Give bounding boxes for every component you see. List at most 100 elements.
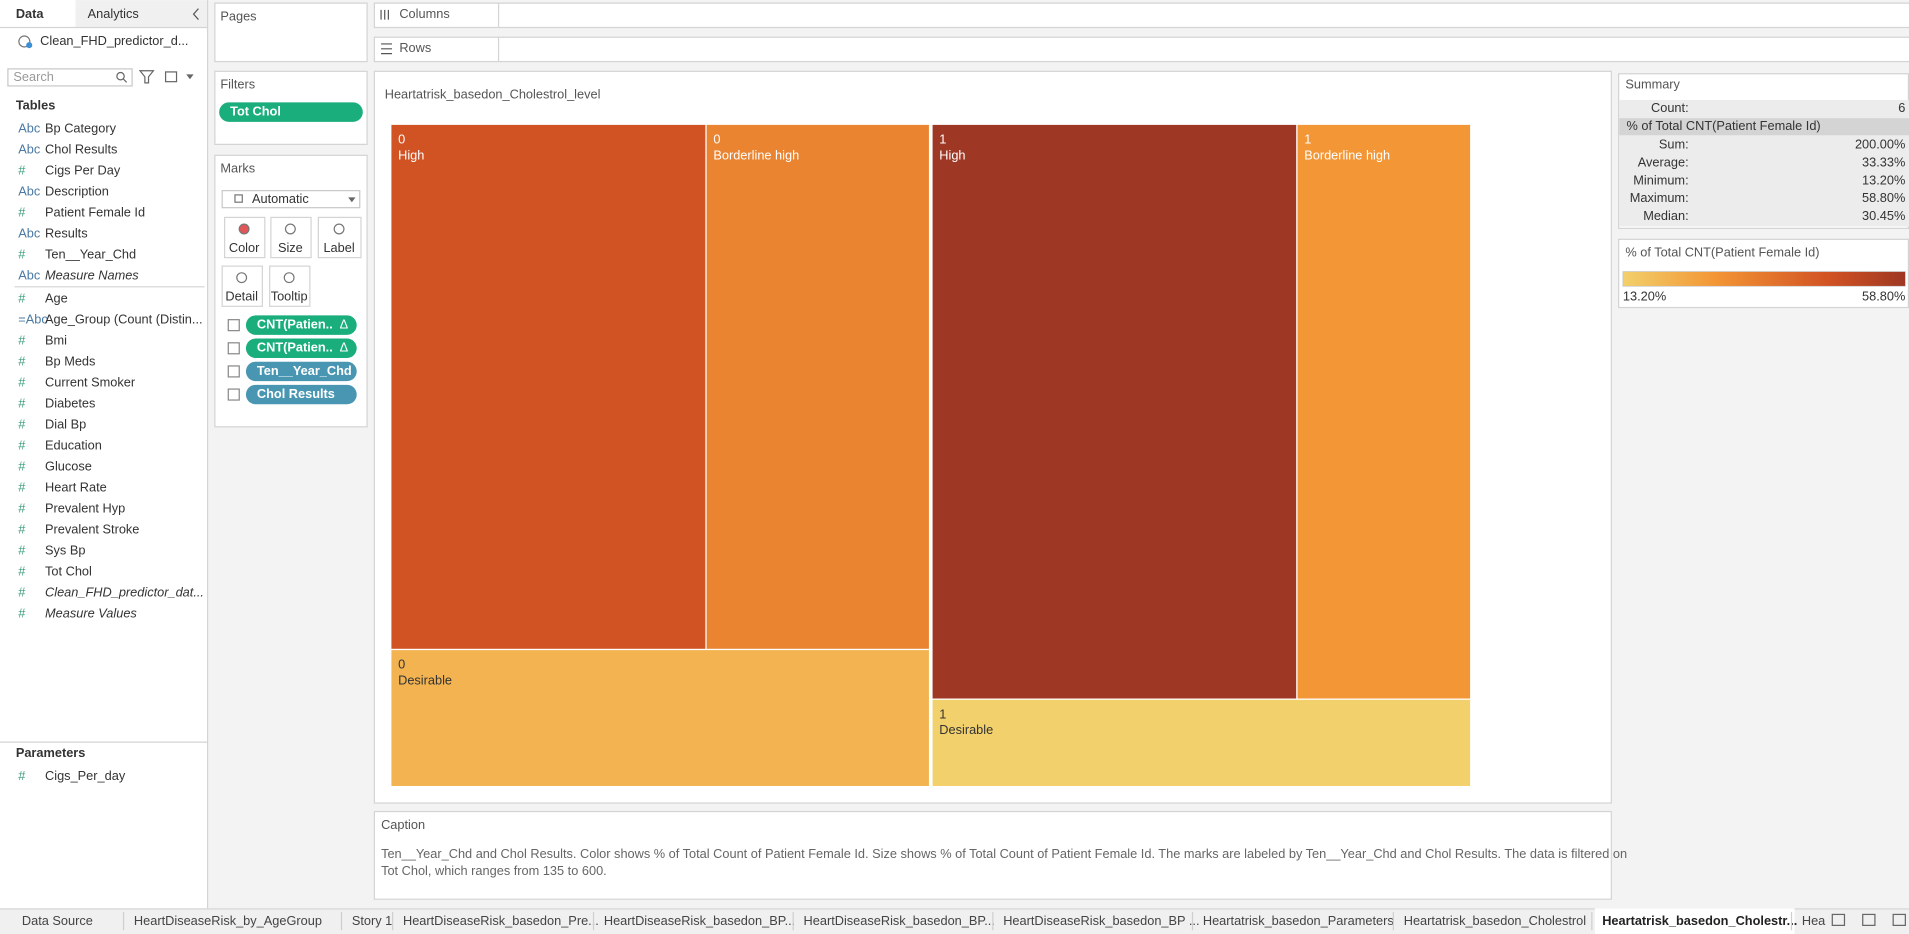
mark-pill-suffix: Δ bbox=[340, 340, 349, 355]
active-tab-bg bbox=[1594, 908, 1795, 934]
mark-button-icon bbox=[238, 223, 250, 235]
mark-type[interactable]: Automatic bbox=[252, 191, 309, 206]
field-name[interactable]: Cigs Per Day bbox=[45, 163, 121, 178]
view-icon[interactable] bbox=[164, 71, 178, 83]
field-name[interactable]: Current Smoker bbox=[45, 375, 136, 390]
filter-icon[interactable] bbox=[138, 70, 155, 84]
field-name[interactable]: Tot Chol bbox=[45, 564, 92, 579]
cell-label: Desirable bbox=[939, 722, 993, 737]
field-name[interactable]: Sys Bp bbox=[45, 543, 85, 558]
field-name[interactable]: Patient Female Id bbox=[45, 205, 145, 220]
field-name[interactable]: Chol Results bbox=[45, 142, 117, 157]
pill-encoding-icon bbox=[227, 319, 240, 332]
field-name[interactable]: Cigs_Per_day bbox=[45, 768, 126, 783]
sheet-tab[interactable]: Story 1 bbox=[352, 913, 392, 928]
mark-pill-label[interactable]: Chol Results bbox=[257, 386, 335, 401]
mark-pill-label[interactable]: CNT(Patien.. bbox=[257, 317, 333, 332]
field-name[interactable]: Education bbox=[45, 438, 102, 453]
field-name[interactable]: Prevalent Hyp bbox=[45, 501, 125, 516]
field-name[interactable]: Results bbox=[45, 226, 88, 241]
new-story-icon[interactable] bbox=[1892, 913, 1906, 926]
sheet-tab[interactable]: Data Source bbox=[22, 913, 93, 928]
field-name[interactable]: Bp Meds bbox=[45, 354, 95, 369]
field-name[interactable]: Diabetes bbox=[45, 396, 95, 411]
mark-pill[interactable] bbox=[245, 315, 357, 335]
filters-heading: Filters bbox=[220, 77, 255, 92]
search-box[interactable] bbox=[7, 68, 133, 87]
data-tab-bg bbox=[0, 0, 76, 27]
mark-type-arrow[interactable] bbox=[348, 197, 356, 203]
search-icon-handle bbox=[122, 78, 128, 83]
mark-button-label[interactable]: Label bbox=[323, 240, 354, 255]
field-name[interactable]: Description bbox=[45, 184, 109, 199]
field-type-icon: # bbox=[18, 205, 26, 220]
data-tab[interactable]: Data bbox=[16, 6, 45, 21]
treemap-cell[interactable] bbox=[931, 123, 1298, 700]
field-name[interactable]: Clean_FHD_predictor_dat... bbox=[45, 585, 204, 600]
field-name[interactable]: Prevalent Stroke bbox=[45, 522, 139, 537]
caption-line: Ten__Year_Chd and Chol Results. Color sh… bbox=[381, 846, 1627, 861]
datasource-name[interactable]: Clean_FHD_predictor_d... bbox=[40, 33, 188, 48]
treemap-cell[interactable] bbox=[390, 648, 931, 788]
mark-pill-label[interactable]: Ten__Year_Chd bbox=[257, 363, 352, 378]
mark-pill[interactable] bbox=[245, 338, 357, 359]
sheet-tab[interactable]: Hea bbox=[1802, 913, 1826, 928]
mark-button-label[interactable]: Detail bbox=[225, 289, 258, 304]
analytics-tab-bg bbox=[75, 0, 207, 27]
sheet-tab[interactable]: HeartDiseaseRisk_basedon_Pre... bbox=[403, 913, 599, 928]
summary-value: 30.45% bbox=[1862, 208, 1905, 223]
new-sheet-icon[interactable] bbox=[1831, 913, 1846, 926]
filter-pill[interactable] bbox=[219, 102, 363, 122]
field-type-icon: # bbox=[18, 768, 26, 783]
field-name[interactable]: Dial Bp bbox=[45, 417, 86, 432]
color-legend: 13.20% 58.80% bbox=[1622, 271, 1906, 304]
field-type-icon: # bbox=[18, 522, 26, 537]
field-type-icon: # bbox=[18, 163, 26, 178]
summary-label: Maximum: bbox=[1630, 190, 1689, 205]
treemap-cell[interactable] bbox=[705, 123, 931, 651]
field-name[interactable]: Heart Rate bbox=[45, 480, 107, 495]
sheet-tab[interactable]: Heartatrisk_basedon_Cholestrol bbox=[1404, 913, 1586, 928]
treemap-cell[interactable] bbox=[931, 698, 1472, 788]
summary-label: Sum: bbox=[1659, 136, 1689, 151]
field-name[interactable]: Bp Category bbox=[45, 121, 117, 136]
field-name[interactable]: Bmi bbox=[45, 333, 67, 348]
mark-button-label[interactable]: Color bbox=[229, 240, 260, 255]
view-dropdown[interactable] bbox=[186, 74, 194, 80]
mark-pill[interactable] bbox=[245, 361, 357, 382]
field-name[interactable]: Measure Names bbox=[45, 268, 139, 283]
mark-pill[interactable] bbox=[245, 384, 357, 405]
collapse-icon[interactable] bbox=[192, 8, 199, 20]
sheet-tab[interactable]: Heartatrisk_basedon_Parameters bbox=[1203, 913, 1394, 928]
sheet-tab[interactable]: HeartDiseaseRisk_basedon_BP... bbox=[604, 913, 795, 928]
sheet-tab[interactable]: HeartDiseaseRisk_by_AgeGroup bbox=[134, 913, 322, 928]
field-type-icon: Abc bbox=[18, 121, 41, 136]
mark-button-label[interactable]: Size bbox=[278, 240, 303, 255]
treemap-cell[interactable] bbox=[1296, 123, 1472, 700]
field-type-icon: Abc bbox=[18, 142, 41, 157]
cell-group-label: 0 bbox=[398, 657, 405, 672]
new-dashboard-icon[interactable] bbox=[1862, 913, 1876, 926]
sheet-tab[interactable]: HeartDiseaseRisk_basedon_BP... bbox=[804, 913, 995, 928]
field-name[interactable]: Glucose bbox=[45, 459, 92, 474]
pill-encoding-icon bbox=[227, 365, 240, 378]
field-name[interactable]: Age bbox=[45, 291, 68, 306]
mark-type-dropdown[interactable] bbox=[221, 190, 361, 209]
treemap-cell[interactable] bbox=[390, 123, 707, 651]
mark-type-icon bbox=[234, 194, 243, 203]
mark-button-icon bbox=[284, 223, 296, 235]
field-name[interactable]: Ten__Year_Chd bbox=[45, 247, 136, 262]
filter-pill-label[interactable]: Tot Chol bbox=[230, 103, 281, 118]
rows-icon bbox=[381, 43, 393, 55]
analytics-tab[interactable]: Analytics bbox=[88, 6, 139, 21]
sheet-tab[interactable]: HeartDiseaseRisk_basedon_BP ... bbox=[1003, 913, 1199, 928]
field-name[interactable]: Measure Values bbox=[45, 606, 137, 621]
field-name[interactable]: Age_Group (Count (Distin... bbox=[45, 312, 203, 327]
cell-group-label: 0 bbox=[713, 131, 720, 146]
mark-button-label[interactable]: Tooltip bbox=[271, 289, 308, 304]
sheet-tab[interactable]: Heartatrisk_basedon_Cholestr... bbox=[1602, 913, 1797, 928]
mark-pills: CNT(Patien.. Δ CNT(Patien.. Δ Ten__Year_Chd C… bbox=[227, 315, 357, 405]
mark-pill-suffix: Δ bbox=[340, 317, 349, 332]
mark-pill-label[interactable]: CNT(Patien.. bbox=[257, 340, 333, 355]
field-type-icon: # bbox=[18, 564, 26, 579]
